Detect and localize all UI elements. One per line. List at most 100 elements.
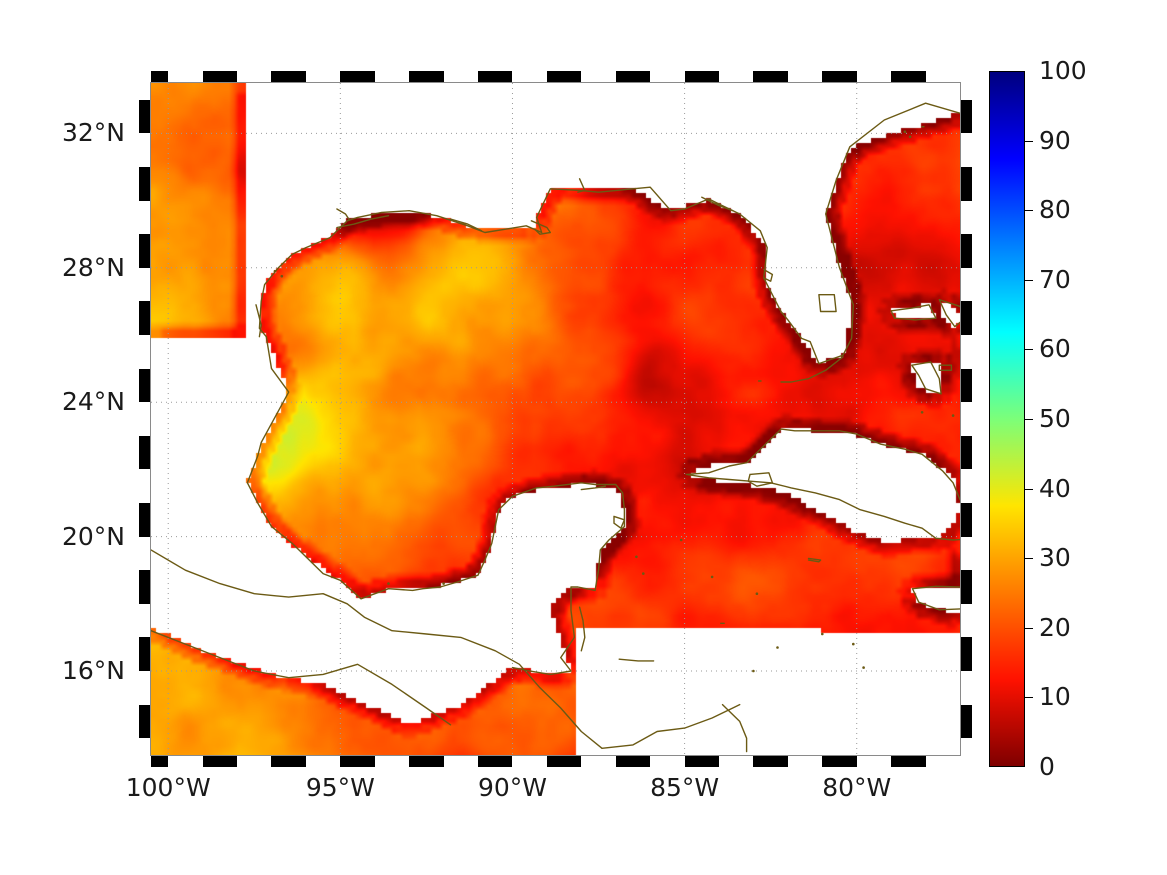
island-speck xyxy=(776,646,779,649)
map-frame-barb-right xyxy=(960,71,972,767)
longitude-tick-label: 80°W xyxy=(822,773,892,802)
coastline-galveston-bay xyxy=(336,208,350,220)
longitude-tick-label: 90°W xyxy=(477,773,547,802)
map-plot-area[interactable] xyxy=(151,83,960,755)
coastline-belize-cays xyxy=(578,606,586,652)
frame-barb-segment xyxy=(960,570,972,604)
graticule-gridlines xyxy=(151,83,960,755)
frame-barb-segment xyxy=(753,71,788,83)
colorbar-tick-label: 0 xyxy=(1039,752,1055,781)
longitude-tick-label: 85°W xyxy=(650,773,720,802)
frame-barb-segment xyxy=(139,637,151,671)
coastline-central-am-north xyxy=(601,703,741,749)
island-speck xyxy=(710,575,714,579)
coastline-tampa-bay xyxy=(763,268,774,282)
colorbar-tick-mark xyxy=(1025,697,1033,699)
frame-barb-segment xyxy=(202,71,238,83)
colorbar-tick-mark xyxy=(1025,210,1033,212)
frame-barb-segment xyxy=(139,570,151,604)
coastline-jamaica xyxy=(911,585,960,611)
coastline-florida-keys xyxy=(780,356,844,383)
colorbar-tick-label: 90 xyxy=(1039,125,1071,155)
coastline-abaco xyxy=(938,299,960,328)
colorbar-tick-label: 20 xyxy=(1039,612,1071,642)
frame-barb-segment xyxy=(822,71,857,83)
coastline-us-gulf-atlantic-coast xyxy=(258,102,960,365)
frame-barb-segment xyxy=(960,167,972,201)
frame-barb-segment xyxy=(478,71,513,83)
frame-barb-segment xyxy=(960,704,972,739)
frame-barb-segment xyxy=(139,234,151,268)
coastline-texas-barrier xyxy=(336,215,390,229)
coastline-atchafalaya xyxy=(449,218,483,232)
colorbar-tick-label: 80 xyxy=(1039,195,1071,225)
coastline-lake-okeechobee xyxy=(818,294,837,313)
frame-barb-segment xyxy=(151,755,169,767)
island-speck xyxy=(642,572,645,575)
coastline-cayman xyxy=(807,557,822,563)
frame-barb-segment xyxy=(202,755,238,767)
coastline-honduras-islands xyxy=(618,658,655,662)
frame-barb-segment xyxy=(139,301,151,335)
frame-barb-segment xyxy=(960,503,972,537)
coastline-overlay xyxy=(151,102,960,753)
coastline-apalachee xyxy=(701,196,734,212)
island-speck xyxy=(280,274,284,278)
coastline-andros xyxy=(911,361,942,395)
coastline-nicaragua-coast xyxy=(721,703,748,753)
map-frame-barb-left xyxy=(139,71,151,767)
frame-barb-segment xyxy=(340,755,375,767)
frame-barb-segment xyxy=(139,167,151,201)
frame-barb-segment xyxy=(139,704,151,739)
frame-barb-segment xyxy=(960,301,972,335)
frame-barb-segment xyxy=(546,71,582,83)
frame-barb-segment xyxy=(684,71,720,83)
latitude-tick-label: 16°N xyxy=(61,656,125,685)
coastline-yucatan-lagoon xyxy=(580,485,607,491)
island-speck xyxy=(679,538,683,542)
map-axes[interactable] xyxy=(139,71,972,767)
island-speck xyxy=(755,592,759,595)
colorbar-tick-mark xyxy=(1025,419,1033,420)
colorbar-tick-mark xyxy=(1025,488,1033,490)
latitude-tick-label: 24°N xyxy=(61,387,125,417)
colorbar-tick-mark xyxy=(1025,140,1033,142)
coastline-cozumel xyxy=(613,515,626,529)
coastline-laguna-madre xyxy=(255,304,262,338)
island-speck xyxy=(951,414,955,417)
frame-barb-segment xyxy=(891,71,926,83)
frame-barb-segment xyxy=(684,755,720,767)
coastline-mississippi-delta xyxy=(530,220,551,235)
longitude-tick-label: 100°W xyxy=(125,773,211,802)
latitude-tick-label: 28°N xyxy=(61,252,125,282)
island-speck xyxy=(852,642,855,646)
frame-barb-segment xyxy=(151,71,169,83)
coastline-isla-juventud xyxy=(747,472,774,487)
island-speck xyxy=(635,555,638,559)
frame-barb-segment xyxy=(960,99,972,134)
colorbar[interactable]: 0 10 20 30 40 50 60 70 80 90 100 xyxy=(989,58,1087,779)
frame-barb-segment xyxy=(409,71,444,83)
coastline-cuba xyxy=(685,428,960,541)
colorbar-gradient xyxy=(989,71,1025,767)
latitude-tick-label: 32°N xyxy=(61,118,125,148)
coastline-mobile-bay xyxy=(577,178,586,193)
frame-barb-segment xyxy=(960,234,972,268)
frame-barb-segment xyxy=(960,435,972,470)
colorbar-tick-label: 70 xyxy=(1039,264,1071,294)
colorbar-tick-label: 10 xyxy=(1039,682,1071,712)
frame-barb-segment xyxy=(960,368,972,403)
coastline-new-providence xyxy=(938,364,953,371)
frame-barb-segment xyxy=(271,755,306,767)
island-speck xyxy=(862,666,865,669)
coastline-grand-bahama xyxy=(890,304,937,321)
coastline-mexico-east-coast xyxy=(246,336,626,676)
frame-barb-segment xyxy=(139,368,151,403)
colorbar-tick-label: 30 xyxy=(1039,543,1071,573)
frame-barb-segment xyxy=(960,637,972,671)
colorbar-tick-label: 50 xyxy=(1039,404,1071,433)
colorbar-tick-mark xyxy=(1025,627,1033,629)
island-speck xyxy=(273,269,277,273)
map-frame-barb-top xyxy=(139,71,972,83)
